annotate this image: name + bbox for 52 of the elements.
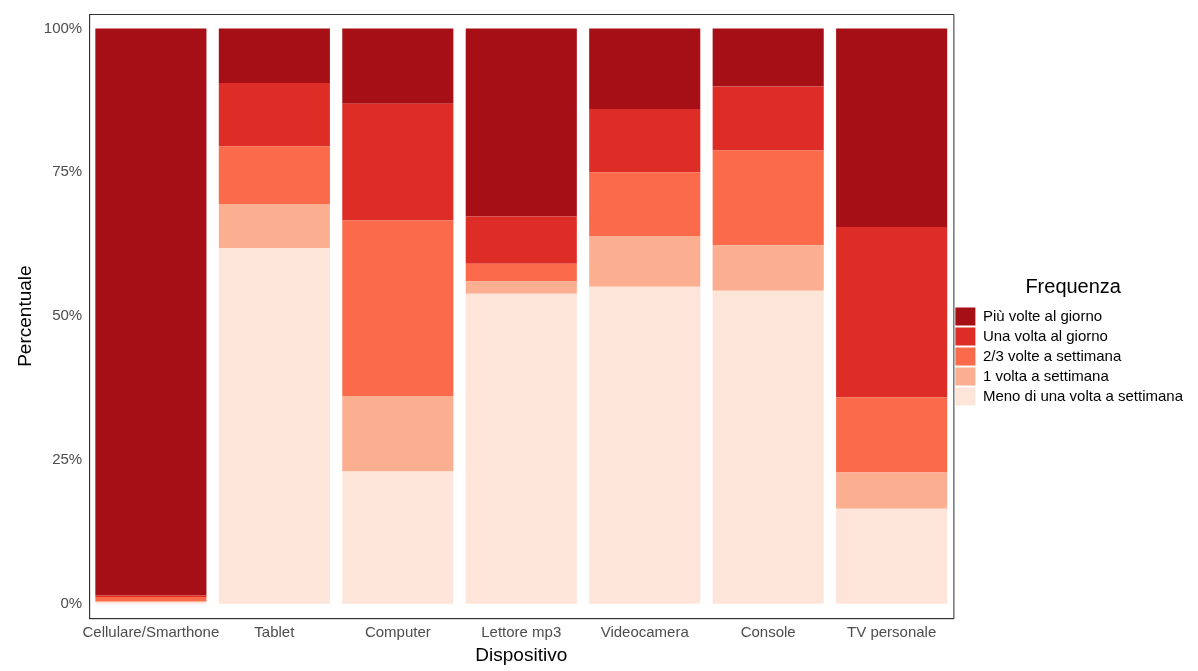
bar [589, 28, 701, 109]
legend-label: 1 volta a settimana [982, 366, 1110, 384]
legend-label: 2/3 volte a settimana [982, 346, 1122, 364]
y-tick-label: 100% [43, 18, 83, 36]
y-tick-label: 75% [52, 162, 83, 180]
bar [712, 150, 824, 246]
bar [95, 28, 207, 596]
y-tick-label: 25% [52, 450, 83, 468]
bar [218, 248, 330, 604]
bar [342, 396, 454, 472]
bar [836, 472, 948, 509]
bar [836, 226, 948, 398]
bar [218, 28, 330, 84]
bar [712, 28, 824, 87]
bar [589, 286, 701, 604]
bar [218, 146, 330, 204]
bar [465, 281, 577, 294]
bar [218, 203, 330, 249]
x-axis-title: Dispositivo [475, 643, 568, 665]
bar [95, 596, 207, 601]
bar [342, 103, 454, 221]
legend-label: Una volta al giorno [982, 326, 1108, 344]
bar [465, 293, 577, 604]
bar [589, 108, 701, 173]
bar [836, 397, 948, 473]
bar [218, 83, 330, 147]
x-tick-label: Lettore mp3 [481, 623, 562, 641]
x-tick-label: Videocamera [600, 623, 690, 641]
bar [342, 28, 454, 104]
y-tick-label: 0% [60, 593, 83, 611]
bar [465, 216, 577, 264]
bar [712, 290, 824, 604]
y-tick-label: 50% [52, 306, 83, 324]
bar [589, 172, 701, 237]
bar [465, 263, 577, 282]
bar [589, 236, 701, 287]
x-tick-label: TV personale [847, 623, 937, 641]
bar [836, 508, 948, 604]
bar [836, 28, 948, 227]
bar [342, 220, 454, 397]
legend-label: Più volte al giorno [982, 306, 1103, 324]
x-tick-label: Console [740, 623, 796, 641]
bar [712, 86, 824, 151]
x-tick-label: Computer [364, 623, 431, 641]
y-axis-title: Percentuale [13, 265, 35, 367]
bar [342, 471, 454, 604]
x-tick-label: Tablet [254, 623, 296, 641]
legend-label: Meno di una volta a settimana [982, 386, 1184, 404]
x-tick-label: Cellulare/Smarthone [82, 623, 220, 641]
bar [465, 28, 577, 217]
bar [712, 245, 824, 291]
legend-title: Frequenza [1025, 275, 1122, 298]
